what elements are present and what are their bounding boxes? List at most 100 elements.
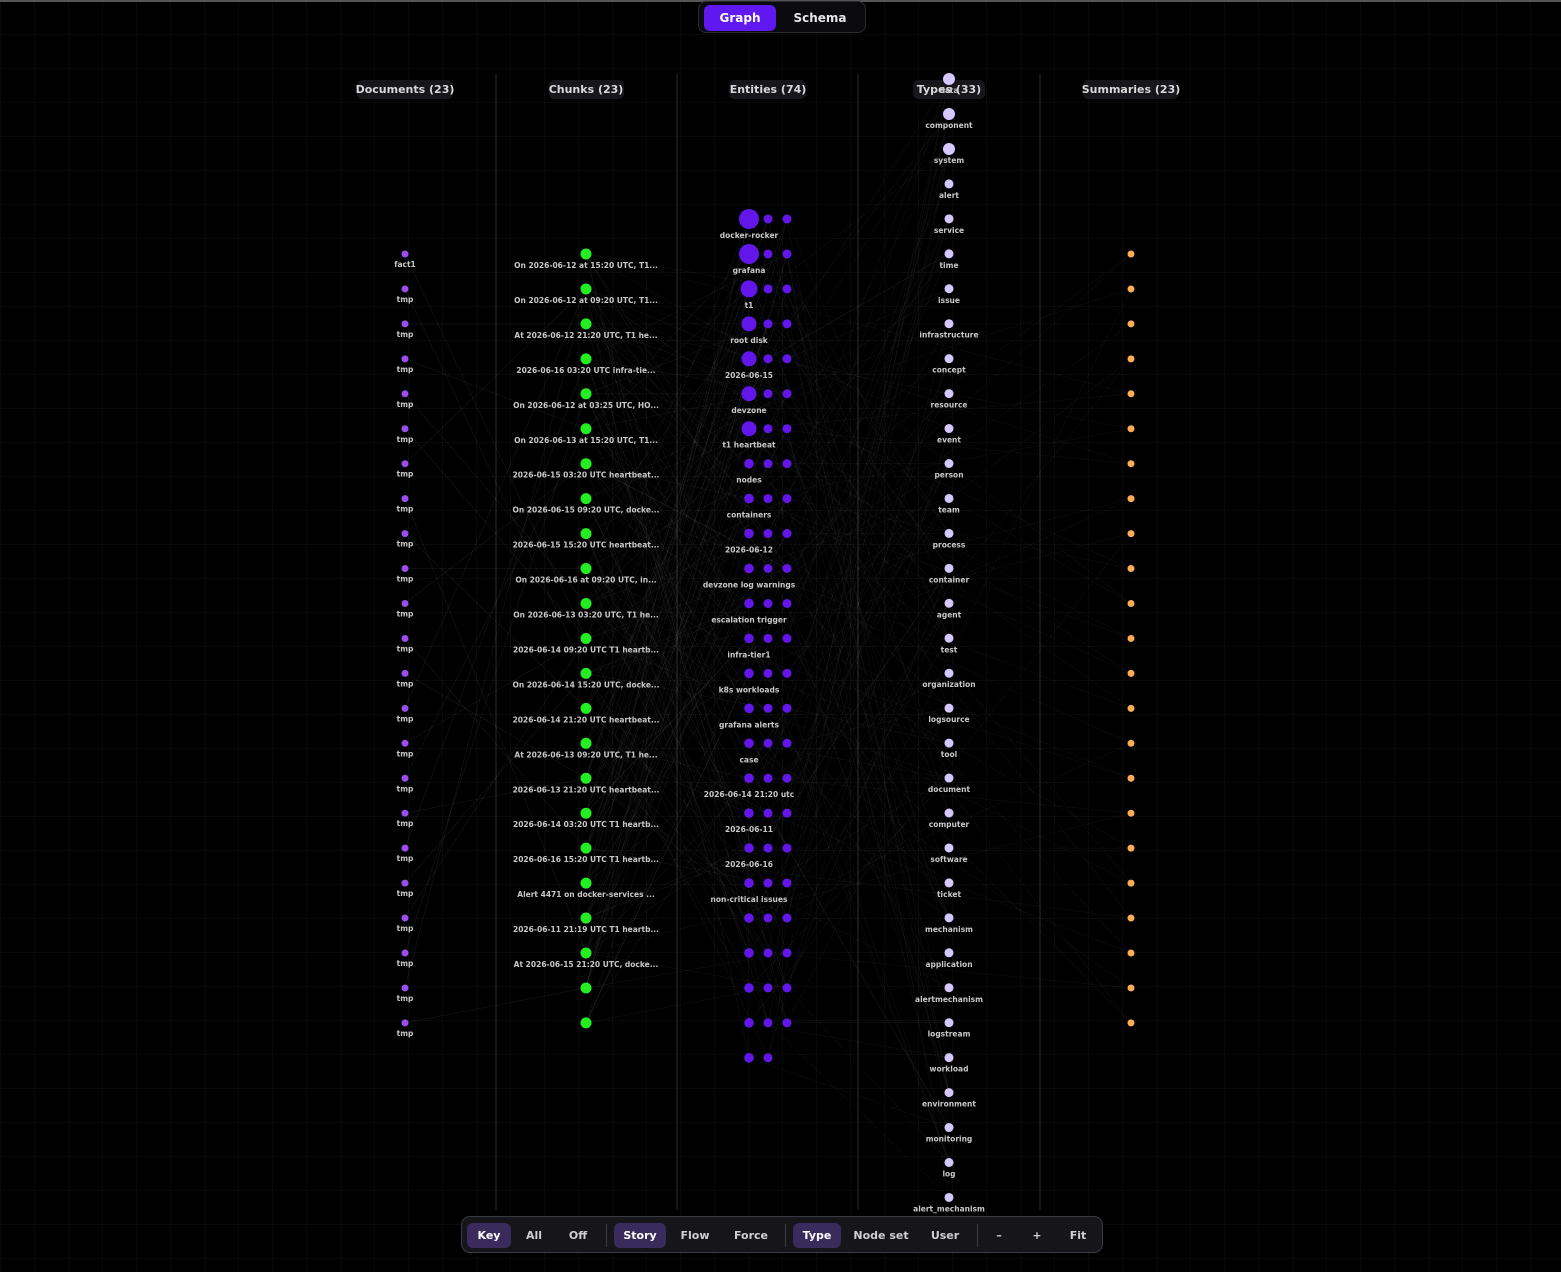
entity-node[interactable] xyxy=(763,1053,773,1063)
entity-node[interactable] xyxy=(763,389,773,399)
entity-node[interactable] xyxy=(744,948,754,958)
type-node[interactable] xyxy=(944,563,954,573)
type-node[interactable] xyxy=(944,773,954,783)
chunk-node[interactable] xyxy=(580,632,592,644)
entity-node[interactable] xyxy=(763,564,773,573)
summary-node[interactable] xyxy=(1127,809,1135,817)
summary-node[interactable] xyxy=(1127,390,1135,398)
entity-node[interactable] xyxy=(763,214,773,224)
entity-node[interactable] xyxy=(744,703,754,714)
type-node[interactable] xyxy=(944,1123,954,1133)
summary-node[interactable] xyxy=(1127,600,1135,607)
document-node[interactable] xyxy=(401,600,409,607)
entity-node[interactable] xyxy=(782,843,792,853)
entity-node[interactable] xyxy=(782,424,792,434)
summary-node[interactable] xyxy=(1127,704,1135,712)
graph-tab[interactable]: Graph xyxy=(704,5,776,31)
chunk-node[interactable] xyxy=(580,842,592,854)
entity-node[interactable] xyxy=(744,633,754,644)
entity-node[interactable] xyxy=(782,564,792,573)
type-node[interactable] xyxy=(944,633,954,643)
summary-node[interactable] xyxy=(1127,250,1135,258)
entity-node[interactable] xyxy=(744,808,754,818)
entity-node[interactable] xyxy=(763,668,773,678)
entity-node[interactable] xyxy=(744,773,754,783)
summary-node[interactable] xyxy=(1127,949,1135,957)
entity-node[interactable] xyxy=(744,1018,754,1028)
entity-node[interactable] xyxy=(763,249,773,259)
flow-layout-button[interactable]: Flow xyxy=(680,1229,710,1242)
entity-node[interactable] xyxy=(763,948,773,958)
entity-node[interactable] xyxy=(741,316,757,332)
document-node[interactable] xyxy=(401,844,409,852)
entity-node[interactable] xyxy=(782,494,792,504)
chunk-node[interactable] xyxy=(580,283,592,295)
type-node[interactable] xyxy=(944,214,954,224)
entity-node[interactable] xyxy=(739,243,759,264)
chunk-node[interactable] xyxy=(580,493,592,505)
entity-node[interactable] xyxy=(741,386,757,402)
type-node[interactable] xyxy=(944,424,954,434)
type-node[interactable] xyxy=(944,1088,954,1098)
document-node[interactable] xyxy=(401,320,409,328)
entity-node[interactable] xyxy=(744,1053,754,1063)
chunk-node[interactable] xyxy=(580,912,592,924)
entity-node[interactable] xyxy=(782,983,792,993)
entity-node[interactable] xyxy=(744,528,754,539)
document-node[interactable] xyxy=(401,285,409,293)
entity-node[interactable] xyxy=(744,493,754,504)
chunk-node[interactable] xyxy=(580,947,592,959)
type-node[interactable] xyxy=(944,878,954,888)
document-node[interactable] xyxy=(401,984,409,992)
type-node[interactable] xyxy=(944,1192,954,1202)
entity-node[interactable] xyxy=(744,913,754,923)
entity-node[interactable] xyxy=(782,284,792,294)
chunk-node[interactable] xyxy=(580,667,592,679)
type-node[interactable] xyxy=(944,319,954,329)
entity-node[interactable] xyxy=(782,913,792,923)
entity-node[interactable] xyxy=(739,209,759,229)
entity-node[interactable] xyxy=(741,351,757,367)
summary-node[interactable] xyxy=(1127,1019,1135,1027)
type-node[interactable] xyxy=(944,284,954,294)
entity-node[interactable] xyxy=(782,249,792,259)
entity-node[interactable] xyxy=(782,598,792,608)
type-node[interactable] xyxy=(944,948,954,958)
type-node[interactable] xyxy=(944,389,954,399)
type-node[interactable] xyxy=(943,108,955,120)
chunk-node[interactable] xyxy=(580,318,592,330)
entity-node[interactable] xyxy=(763,284,773,294)
force-layout-button[interactable]: Force xyxy=(733,1229,769,1242)
type-node[interactable] xyxy=(944,528,954,538)
type-node[interactable] xyxy=(944,179,954,189)
entity-node[interactable] xyxy=(763,633,773,643)
entity-node[interactable] xyxy=(763,1018,773,1028)
chunk-node[interactable] xyxy=(580,807,592,819)
chunk-node[interactable] xyxy=(580,563,592,575)
entity-node[interactable] xyxy=(782,529,792,539)
document-node[interactable] xyxy=(401,530,409,538)
type-node[interactable] xyxy=(944,738,954,748)
entity-node[interactable] xyxy=(782,389,792,399)
type-node[interactable] xyxy=(944,354,954,364)
entity-node[interactable] xyxy=(782,354,792,364)
fit-button[interactable]: Fit xyxy=(1069,1229,1087,1242)
summary-node[interactable] xyxy=(1127,739,1135,747)
chunk-node[interactable] xyxy=(580,528,592,540)
entity-node[interactable] xyxy=(744,843,754,853)
document-node[interactable] xyxy=(401,1019,409,1027)
type-node[interactable] xyxy=(944,493,954,503)
entity-node[interactable] xyxy=(744,738,754,749)
summary-node[interactable] xyxy=(1127,914,1135,922)
entity-node[interactable] xyxy=(782,1018,792,1028)
entity-node[interactable] xyxy=(782,703,792,713)
document-node[interactable] xyxy=(401,774,409,782)
type-node[interactable] xyxy=(944,913,954,923)
entity-node[interactable] xyxy=(763,983,773,993)
off-button[interactable]: Off xyxy=(568,1229,588,1242)
document-node[interactable] xyxy=(401,250,409,258)
chunk-node[interactable] xyxy=(580,1017,592,1029)
entity-node[interactable] xyxy=(782,878,792,888)
chunk-node[interactable] xyxy=(580,737,592,749)
